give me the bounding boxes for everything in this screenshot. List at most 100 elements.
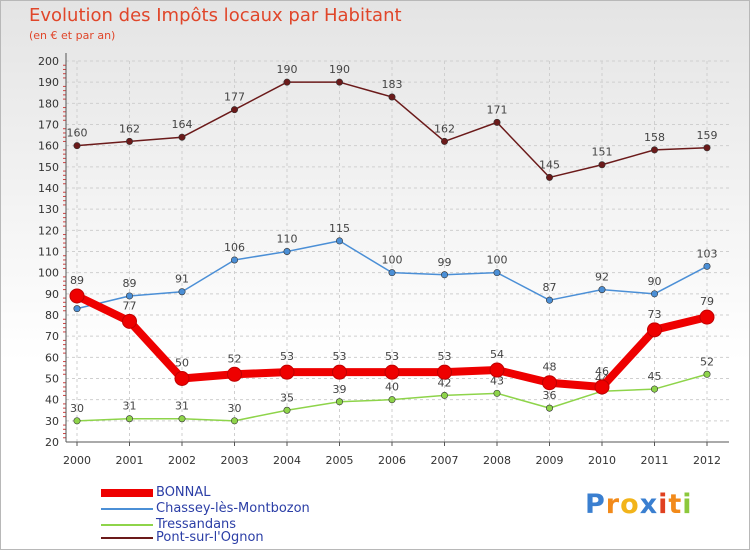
data-label-tressandans: 45 (648, 370, 662, 383)
y-tick-label: 80 (45, 309, 59, 322)
data-label-tressandans: 31 (175, 400, 189, 413)
data-point-pont-sur-l-ognon (335, 78, 343, 86)
y-tick-label: 120 (38, 224, 59, 237)
data-point-tressandans (126, 415, 134, 423)
data-point-tressandans (178, 415, 186, 423)
data-label-chassey-l-s-montbozon: 103 (697, 247, 718, 260)
data-label-chassey-l-s-montbozon: 89 (123, 277, 137, 290)
data-label-tressandans: 42 (438, 376, 452, 389)
data-point-pont-sur-l-ognon (283, 78, 291, 86)
data-point-bonnal (227, 366, 242, 382)
data-point-bonnal (699, 309, 715, 325)
data-point-pont-sur-l-ognon (73, 142, 81, 150)
data-label-chassey-l-s-montbozon: 99 (438, 256, 452, 269)
x-tick-label: 2003 (221, 454, 249, 467)
x-tick-label: 2005 (326, 454, 354, 467)
y-tick-label: 140 (38, 182, 59, 195)
data-label-chassey-l-s-montbozon: 100 (487, 254, 508, 267)
data-label-bonnal: 52 (228, 352, 242, 365)
logo-letter: i (658, 489, 669, 520)
x-tick-label: 2009 (536, 454, 564, 467)
data-point-chassey-l-s-montbozon (703, 262, 711, 270)
y-tick-label: 100 (38, 267, 59, 280)
data-label-bonnal: 50 (175, 357, 189, 370)
logo-letter: P (585, 489, 606, 520)
x-tick-label: 2004 (273, 454, 301, 467)
x-tick-label: 2000 (63, 454, 91, 467)
data-point-chassey-l-s-montbozon (650, 290, 658, 298)
x-tick-label: 2002 (168, 454, 196, 467)
data-point-bonnal (489, 362, 505, 378)
data-label-pont-sur-l-ognon: 190 (329, 63, 350, 76)
data-point-bonnal (332, 364, 347, 380)
data-point-tressandans (283, 406, 291, 414)
data-point-chassey-l-s-montbozon (178, 288, 186, 296)
x-tick-label: 2008 (483, 454, 511, 467)
data-label-chassey-l-s-montbozon: 115 (329, 222, 350, 235)
legend-label-bonnal: BONNAL (156, 485, 211, 500)
logo-letter: r (605, 489, 621, 520)
data-point-bonnal (69, 288, 85, 304)
data-point-bonnal (122, 313, 137, 329)
data-point-chassey-l-s-montbozon (283, 248, 291, 256)
data-point-bonnal (647, 322, 662, 338)
data-label-tressandans: 52 (700, 355, 714, 368)
x-tick-label: 2001 (116, 454, 144, 467)
x-tick-label: 2011 (641, 454, 669, 467)
data-label-bonnal: 89 (70, 274, 84, 287)
y-tick-label: 30 (45, 415, 59, 428)
data-point-tressandans (545, 404, 553, 412)
data-label-bonnal: 53 (280, 350, 294, 363)
data-label-chassey-l-s-montbozon: 100 (382, 254, 403, 267)
data-label-tressandans: 36 (543, 389, 557, 402)
data-point-pont-sur-l-ognon (440, 137, 448, 145)
data-label-chassey-l-s-montbozon: 106 (224, 241, 245, 254)
chart-subtitle: (en € et par an) (29, 29, 116, 42)
y-tick-label: 180 (38, 97, 59, 110)
legend-item-bonnal: BONNAL (101, 485, 401, 501)
data-label-bonnal: 73 (648, 308, 662, 321)
legend-label-chassey: Chassey-lès-Montbozon (156, 501, 310, 516)
y-tick-label: 20 (45, 436, 59, 449)
data-label-bonnal: 53 (438, 350, 452, 363)
data-label-pont-sur-l-ognon: 190 (277, 63, 298, 76)
data-label-tressandans: 31 (123, 400, 137, 413)
legend-swatch-chassey (101, 508, 153, 510)
data-point-pont-sur-l-ognon (126, 137, 134, 145)
data-label-tressandans: 43 (490, 374, 504, 387)
logo-letter: i (682, 489, 693, 520)
data-label-chassey-l-s-montbozon: 91 (175, 273, 189, 286)
data-label-chassey-l-s-montbozon: 92 (595, 271, 609, 284)
data-point-pont-sur-l-ognon (388, 93, 396, 101)
data-label-bonnal: 54 (490, 348, 504, 361)
logo-letter: t (668, 489, 683, 520)
data-point-chassey-l-s-montbozon (493, 269, 501, 277)
data-point-bonnal (542, 375, 557, 391)
data-label-chassey-l-s-montbozon: 90 (648, 275, 662, 288)
data-label-tressandans: 39 (333, 383, 347, 396)
data-point-pont-sur-l-ognon (231, 106, 239, 114)
data-label-bonnal: 53 (333, 350, 347, 363)
data-label-bonnal: 46 (595, 365, 609, 378)
y-tick-label: 130 (38, 203, 59, 216)
data-label-pont-sur-l-ognon: 145 (539, 158, 560, 171)
data-label-chassey-l-s-montbozon: 87 (543, 281, 557, 294)
data-point-chassey-l-s-montbozon (388, 269, 396, 277)
legend-item-tressandans: Tressandans (101, 517, 401, 533)
logo-letter: x (639, 489, 659, 520)
y-tick-label: 60 (45, 351, 59, 364)
y-tick-label: 90 (45, 288, 59, 301)
y-tick-label: 170 (38, 119, 59, 132)
y-tick-label: 40 (45, 394, 59, 407)
data-point-pont-sur-l-ognon (703, 144, 711, 152)
data-point-tressandans (703, 370, 711, 378)
data-label-pont-sur-l-ognon: 158 (644, 131, 665, 144)
data-label-pont-sur-l-ognon: 162 (434, 122, 455, 135)
data-point-tressandans (493, 389, 501, 397)
data-point-chassey-l-s-montbozon (440, 271, 448, 279)
data-label-pont-sur-l-ognon: 183 (382, 78, 403, 91)
data-label-pont-sur-l-ognon: 177 (224, 91, 245, 104)
logo-letter: o (620, 489, 640, 520)
